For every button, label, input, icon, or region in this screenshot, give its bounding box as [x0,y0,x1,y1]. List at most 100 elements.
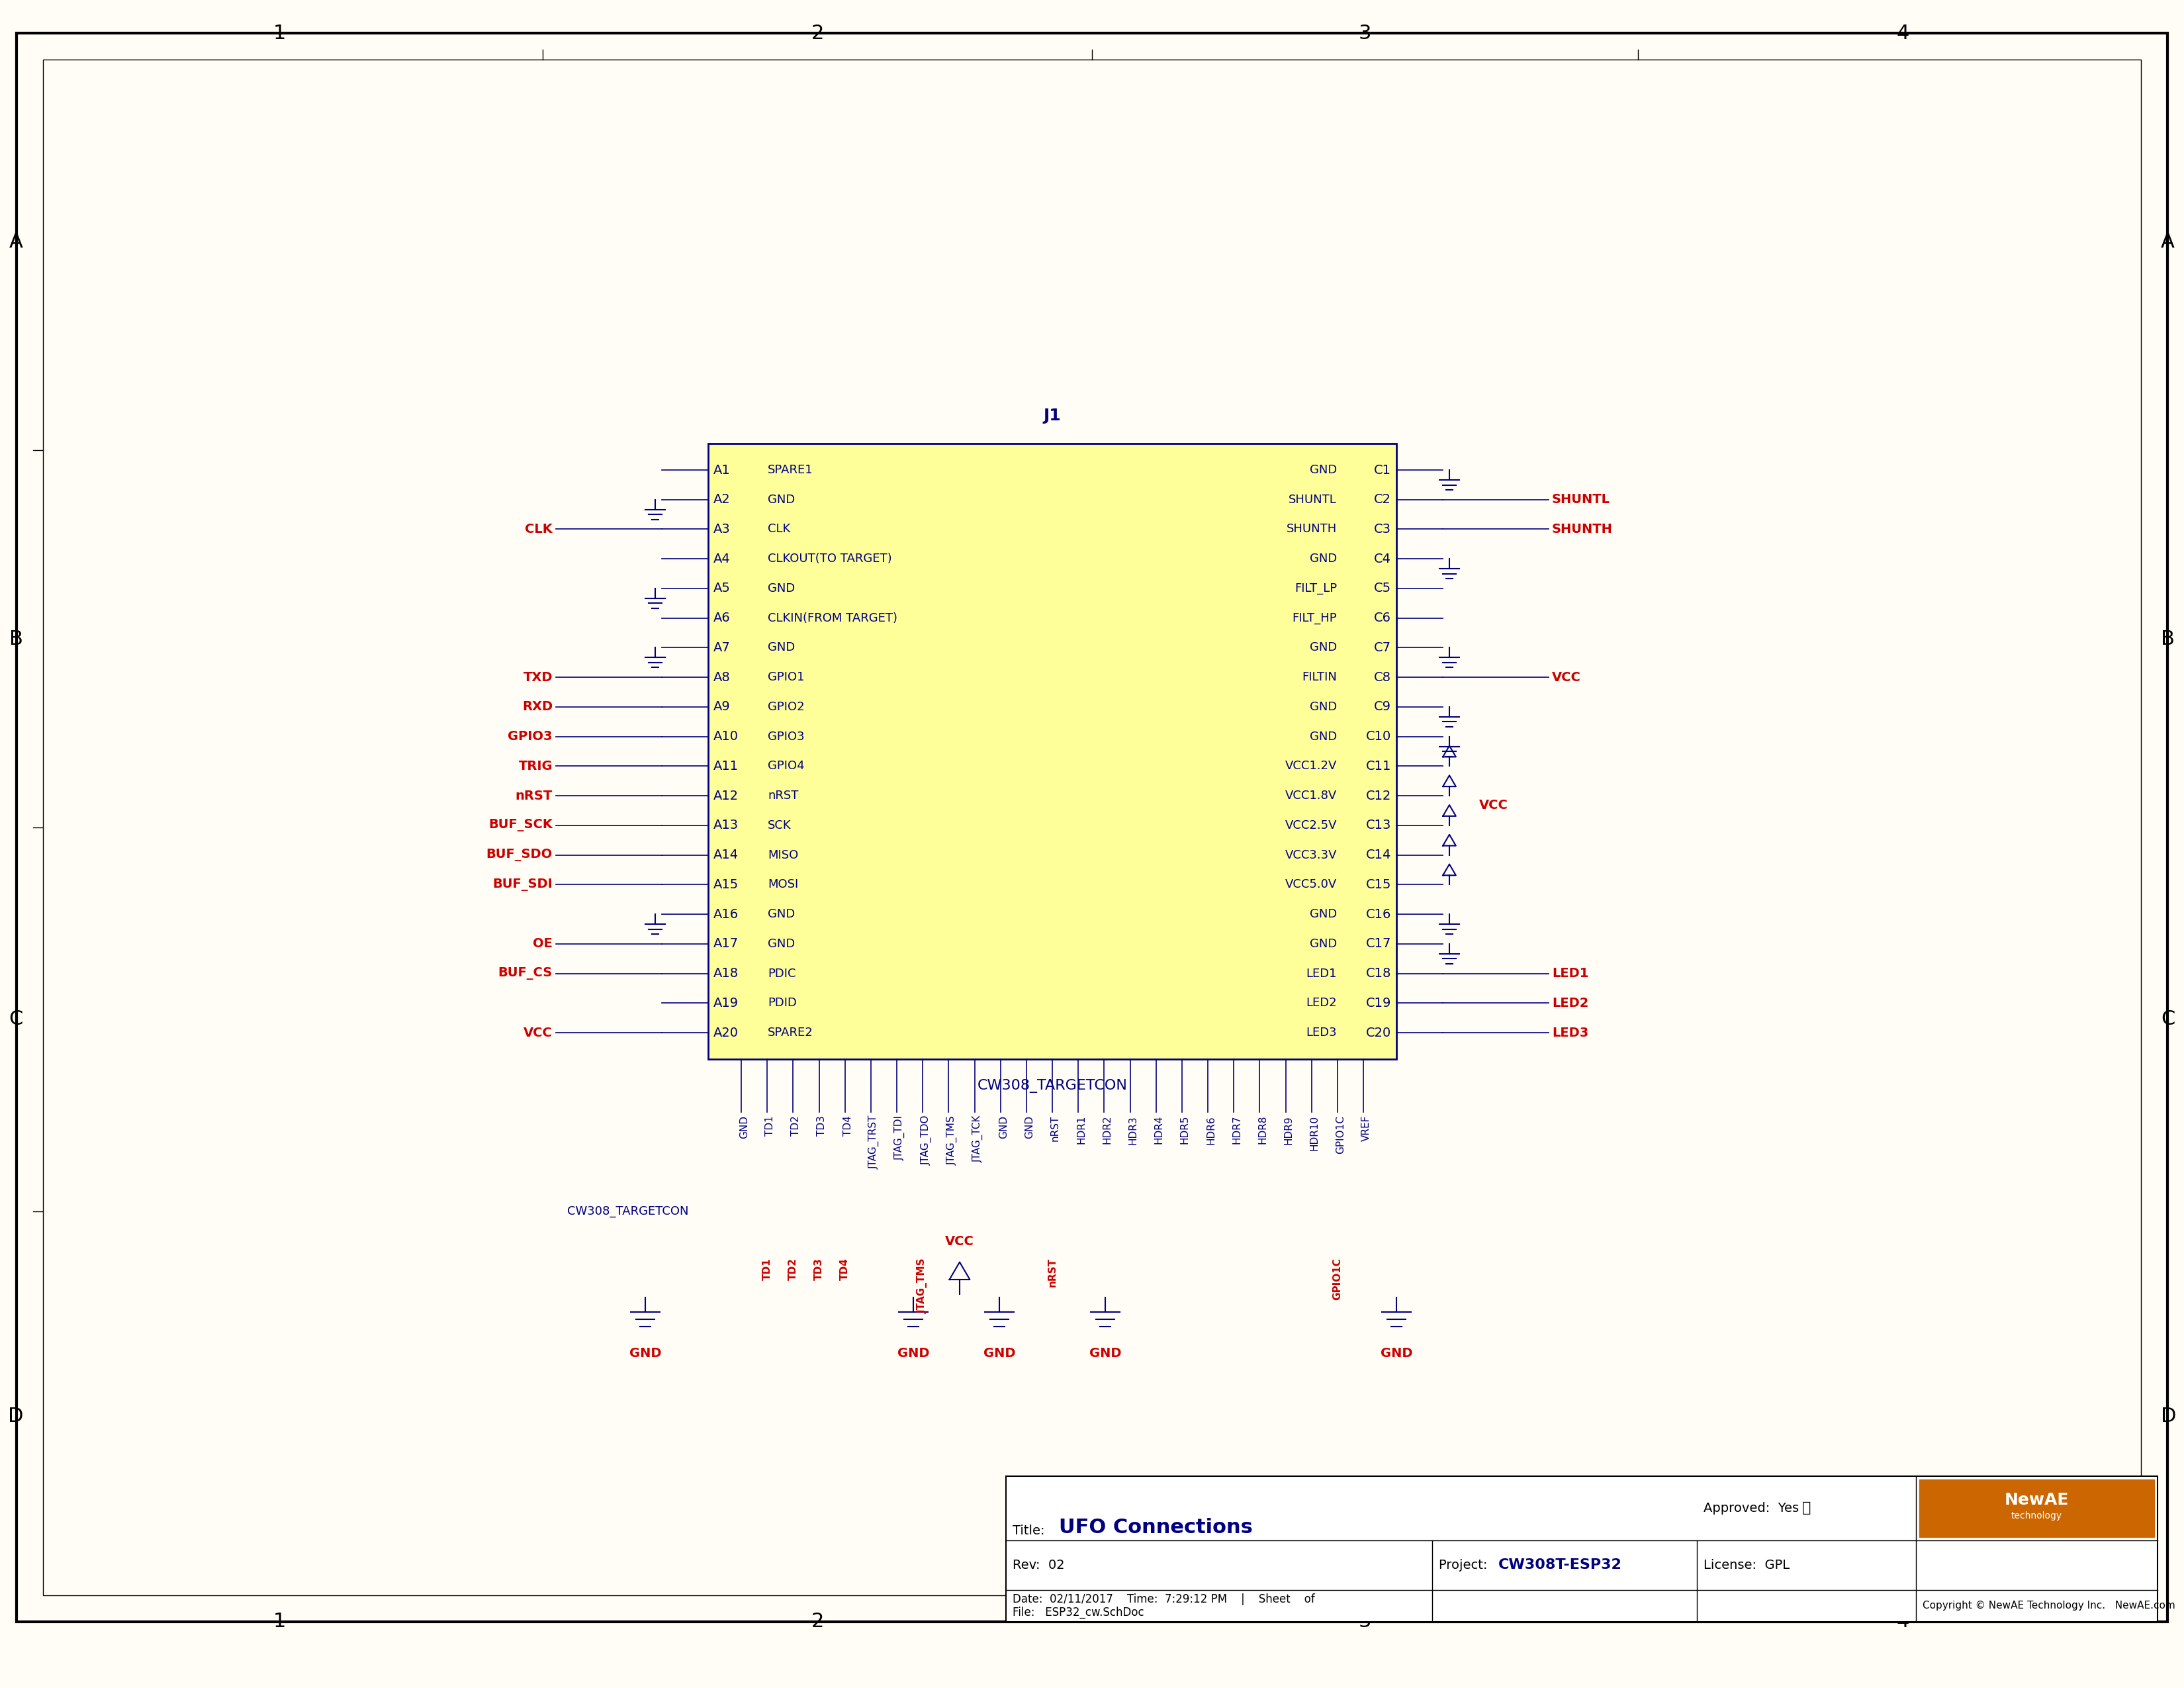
Text: D: D [2160,1408,2175,1426]
Text: A: A [9,231,24,252]
Text: C19: C19 [1365,996,1391,1009]
Text: PDIC: PDIC [769,967,795,979]
Text: C11: C11 [1365,760,1391,773]
Text: GND: GND [1310,731,1337,743]
Text: JTAG_TDI: JTAG_TDI [895,1116,906,1160]
Text: D: D [9,1408,24,1426]
Text: A17: A17 [714,937,738,950]
Text: A20: A20 [714,1026,738,1038]
Text: Title:: Title: [1013,1524,1044,1538]
Text: VCC: VCC [1553,672,1581,684]
Text: JTAG_TMS: JTAG_TMS [946,1116,957,1165]
Text: License:  GPL: License: GPL [1704,1558,1789,1572]
Text: Copyright © NewAE Technology Inc.   NewAE.com: Copyright © NewAE Technology Inc. NewAE.… [1922,1600,2175,1610]
Text: TD2: TD2 [791,1116,802,1136]
Text: HDR3: HDR3 [1129,1116,1138,1144]
Text: TD4: TD4 [843,1116,854,1136]
Text: GND: GND [769,493,795,506]
Text: CW308_TARGETCON: CW308_TARGETCON [976,1079,1127,1092]
Text: C10: C10 [1365,731,1391,743]
Text: File:   ESP32_cw.SchDoc: File: ESP32_cw.SchDoc [1013,1607,1144,1619]
Text: BUF_SCK: BUF_SCK [489,819,553,832]
Text: A10: A10 [714,731,738,743]
Text: HDR2: HDR2 [1103,1116,1112,1144]
Text: TD4: TD4 [841,1258,850,1280]
Text: GND: GND [738,1116,749,1139]
Text: VCC2.5V: VCC2.5V [1284,819,1337,830]
Text: 2: 2 [810,1612,823,1631]
Text: LED1: LED1 [1553,967,1588,979]
Text: technology: technology [2011,1511,2062,1521]
Text: nRST: nRST [769,790,799,802]
Text: CW308T-ESP32: CW308T-ESP32 [1498,1558,1623,1572]
Text: VREF: VREF [1361,1116,1372,1141]
Text: JTAG_TMS: JTAG_TMS [917,1258,928,1313]
Text: GND: GND [1090,1347,1120,1359]
Text: A4: A4 [714,552,729,565]
Text: BUF_SDO: BUF_SDO [487,849,553,861]
Text: LED3: LED3 [1306,1026,1337,1038]
Text: GND: GND [1310,701,1337,712]
Text: HDR9: HDR9 [1284,1116,1293,1144]
Text: GND: GND [983,1347,1016,1359]
Bar [708,444,1396,1058]
Text: NewAE: NewAE [2005,1492,2068,1507]
Text: nRST: nRST [1051,1116,1059,1141]
Text: A9: A9 [714,701,729,714]
Text: J1: J1 [1044,408,1061,424]
Text: SPARE1: SPARE1 [769,464,812,476]
Text: C: C [2160,1009,2175,1030]
Text: Date:  02/11/2017    Time:  7:29:12 PM    |    Sheet    of: Date: 02/11/2017 Time: 7:29:12 PM | Shee… [1013,1593,1315,1605]
Text: LED3: LED3 [1553,1026,1588,1038]
Text: GPIO3: GPIO3 [769,731,804,743]
Text: C14: C14 [1365,849,1391,861]
Text: LED1: LED1 [1306,967,1337,979]
Text: JTAG_TRST: JTAG_TRST [869,1116,880,1170]
Text: TD1: TD1 [764,1116,775,1136]
Text: A11: A11 [714,760,738,773]
Text: A6: A6 [714,611,729,625]
Text: LED2: LED2 [1553,996,1588,1009]
Text: C18: C18 [1365,967,1391,979]
Text: UFO Connections: UFO Connections [1059,1518,1254,1538]
Text: 3: 3 [1358,1612,1372,1631]
Text: VCC1.8V: VCC1.8V [1284,790,1337,802]
Text: C9: C9 [1374,701,1391,714]
Text: Rev:  02: Rev: 02 [1013,1558,1064,1572]
Text: 🐾: 🐾 [1802,1502,1811,1514]
Text: VCC: VCC [1479,798,1509,812]
Text: GND: GND [1310,908,1337,920]
Text: C6: C6 [1374,611,1391,625]
Text: A5: A5 [714,582,732,594]
Text: C12: C12 [1365,790,1391,802]
Text: A19: A19 [714,996,738,1009]
Text: GND: GND [1310,464,1337,476]
Text: BUF_CS: BUF_CS [498,967,553,979]
Text: C5: C5 [1374,582,1391,594]
Text: MISO: MISO [769,849,799,861]
Text: A14: A14 [714,849,738,861]
Text: CLK: CLK [524,523,553,535]
Text: C4: C4 [1374,552,1391,565]
Text: C16: C16 [1365,908,1391,920]
Text: HDR5: HDR5 [1179,1116,1190,1144]
Text: SPARE2: SPARE2 [769,1026,812,1038]
Text: A2: A2 [714,493,729,506]
Text: GPIO2: GPIO2 [769,701,804,712]
Text: VCC1.2V: VCC1.2V [1284,760,1337,771]
Text: GND: GND [769,939,795,950]
Text: SCK: SCK [769,819,791,830]
Text: TRIG: TRIG [518,760,553,773]
Text: GND: GND [898,1347,930,1359]
Text: MOSI: MOSI [769,879,799,891]
Bar [1920,1479,2153,1538]
Text: A12: A12 [714,790,738,802]
Text: B: B [2160,630,2175,648]
Text: 4: 4 [1896,1612,1909,1631]
Text: A16: A16 [714,908,738,920]
Text: C2: C2 [1374,493,1391,506]
Text: FILT_LP: FILT_LP [1295,582,1337,594]
Text: 1: 1 [273,24,286,42]
Text: A1: A1 [714,464,729,476]
Text: Approved:  Yes: Approved: Yes [1704,1502,1800,1514]
